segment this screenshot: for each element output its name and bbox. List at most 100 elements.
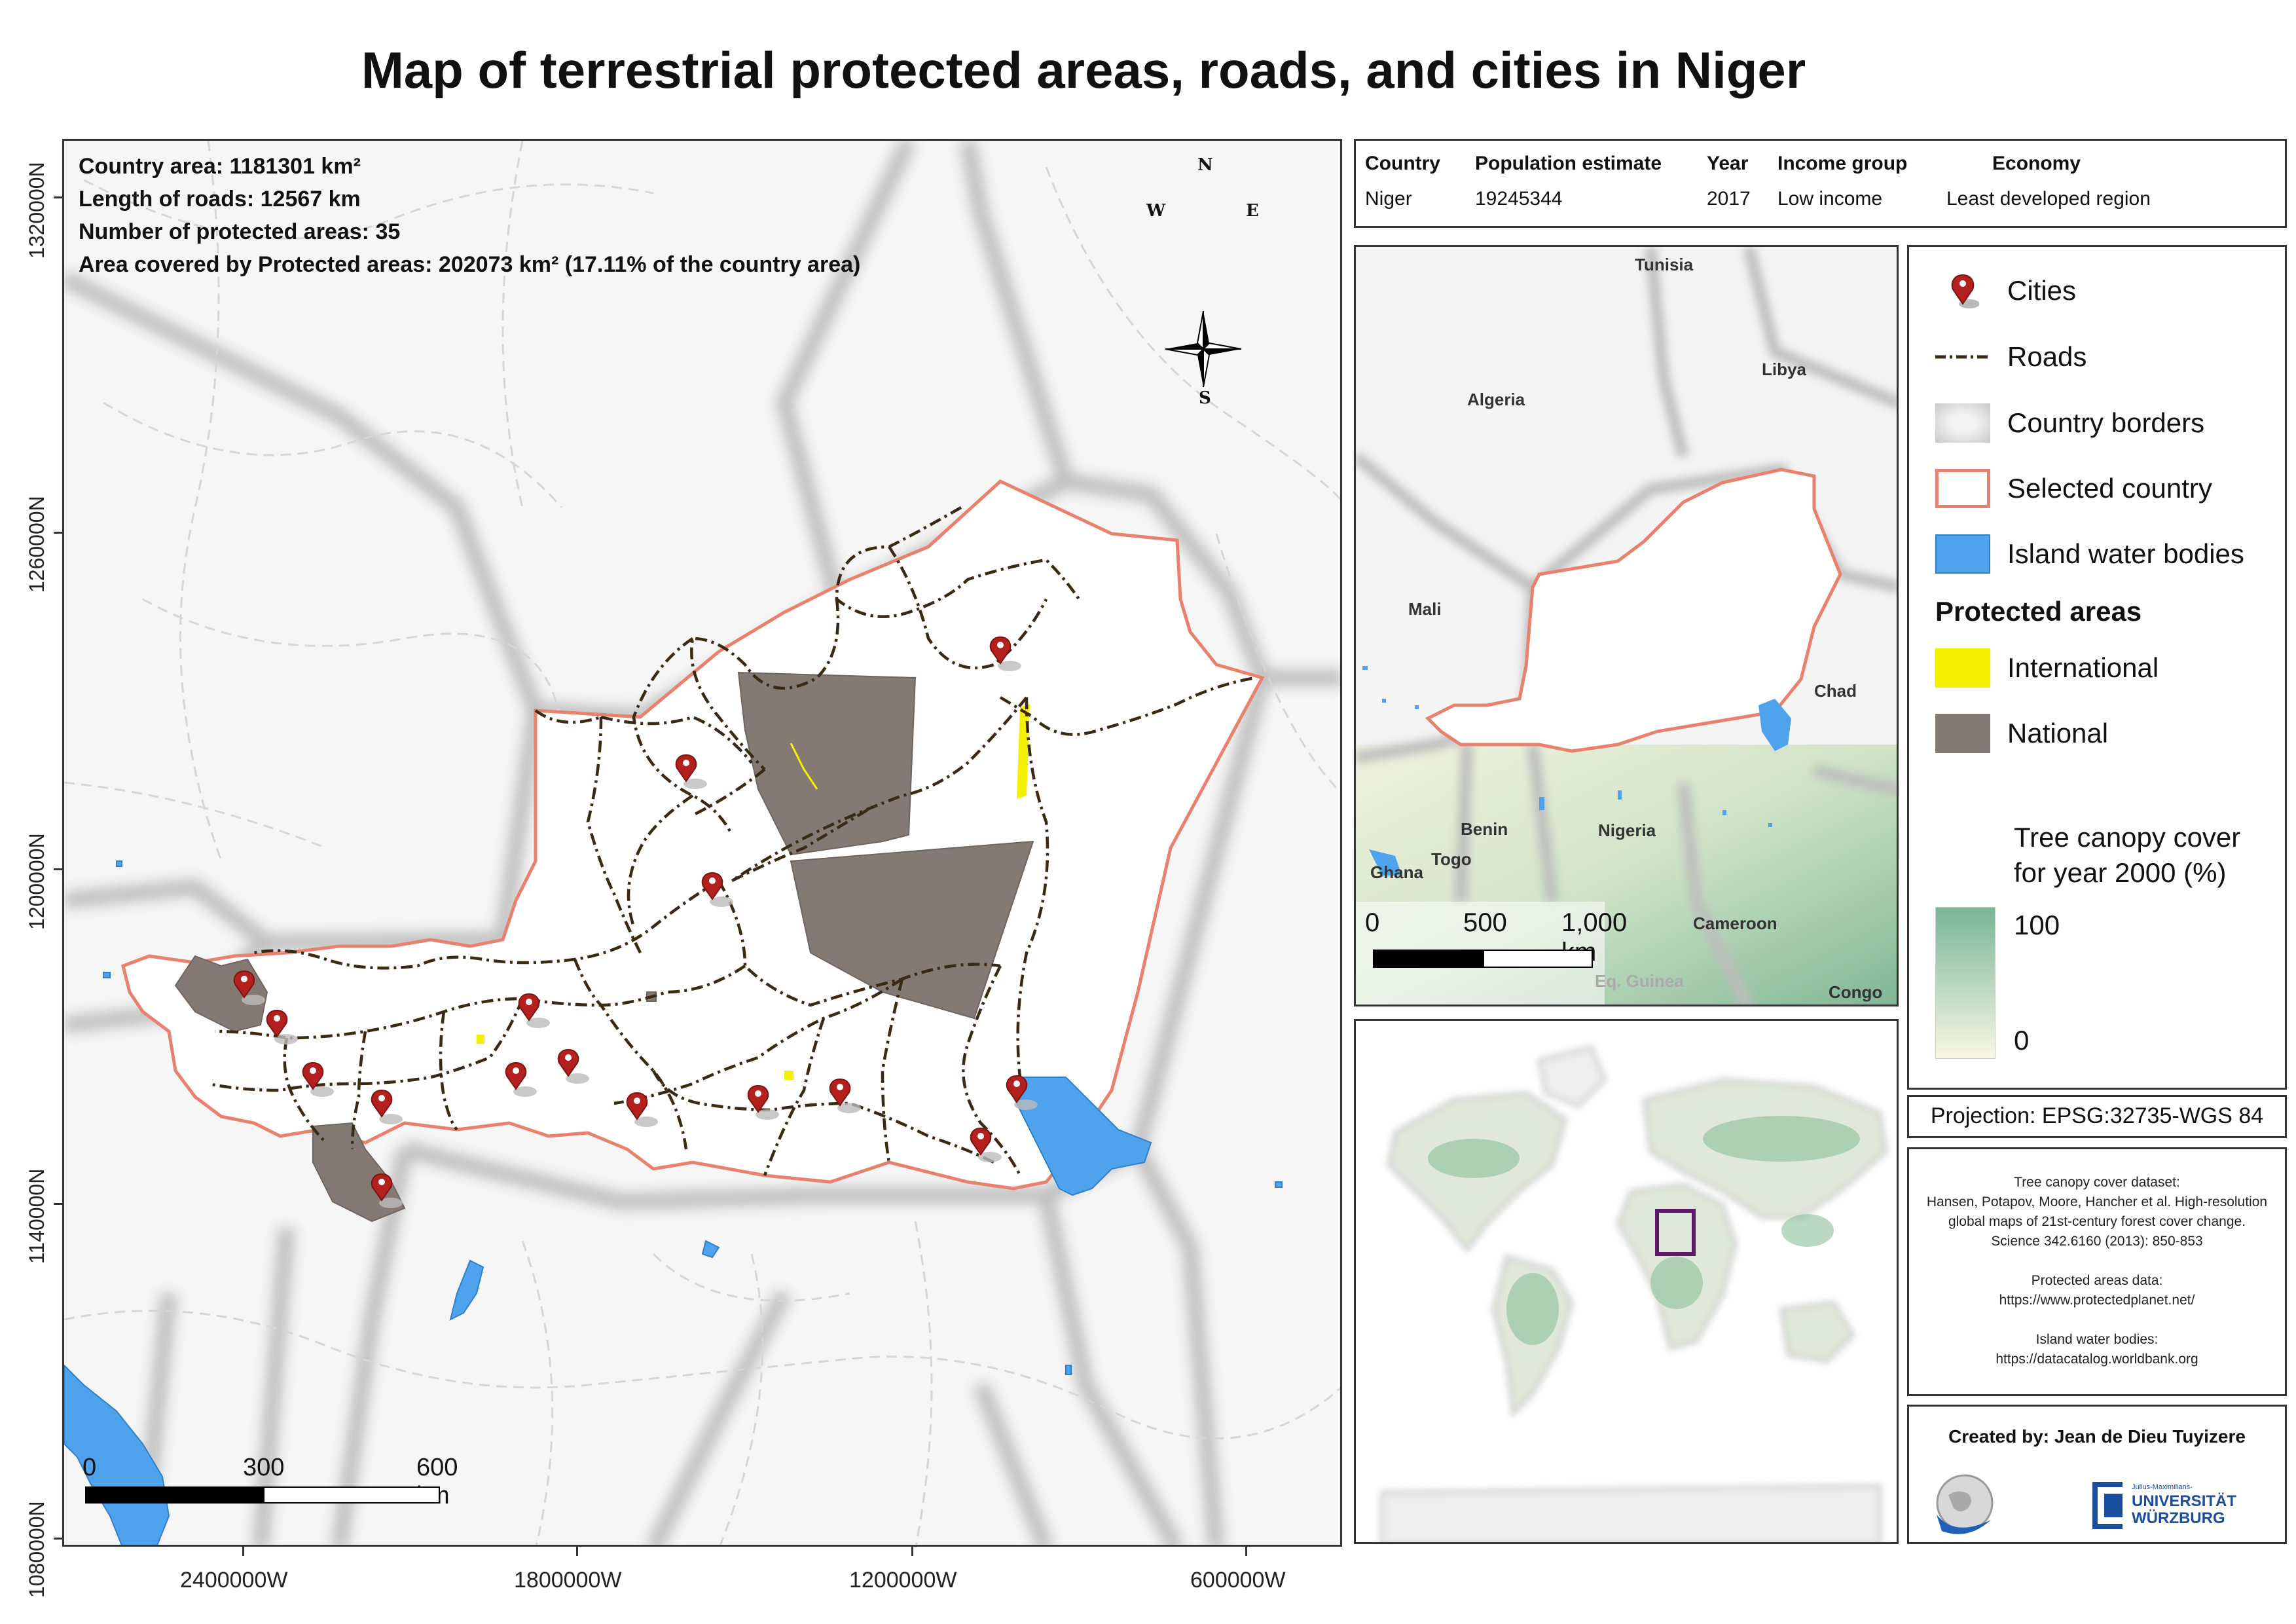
globe-logo-icon	[1929, 1469, 2001, 1541]
label-ghana: Ghana	[1370, 862, 1423, 882]
legend-selected-country: Selected country	[1935, 466, 2212, 511]
stat-country-area: Country area: 1181301 km²	[79, 154, 361, 179]
credit-line: Island water bodies:	[2035, 1332, 2159, 1347]
legend-international-label: International	[2007, 652, 2159, 683]
credit-line: Science 342.6160 (2013): 850-853	[1991, 1234, 2203, 1249]
author-text: Created by: Jean de Dieu Tuyizere	[1948, 1426, 2246, 1447]
city-markers	[233, 636, 1038, 1208]
legend-cities: Cities	[1935, 268, 2076, 314]
x-axis-label: 600000W	[1190, 1568, 1286, 1593]
page-title: Map of terrestrial protected areas, road…	[361, 41, 1806, 99]
label-chad: Chad	[1814, 681, 1857, 701]
y-axis-label: 1200000N	[25, 833, 48, 930]
road-line-icon	[1935, 337, 1990, 377]
x-tick	[911, 1547, 913, 1556]
university-bracket-icon	[2092, 1482, 2123, 1529]
main-map-canvas	[64, 141, 1340, 1545]
x-tick	[242, 1547, 244, 1556]
legend-national: National	[1935, 710, 2108, 756]
y-axis-label: 1140000N	[25, 1168, 48, 1264]
water-swatch-icon	[1935, 534, 1990, 574]
x-tick	[576, 1547, 578, 1556]
y-tick	[54, 532, 62, 534]
legend-protected-heading: Protected areas	[1935, 596, 2142, 627]
col-header-economy: Economy	[1992, 153, 2081, 174]
world-map-canvas	[1380, 1044, 1889, 1542]
compass-label-w: W	[1146, 201, 1166, 221]
y-tick	[54, 1538, 62, 1540]
credit-line: Protected areas data:	[2031, 1273, 2163, 1288]
label-algeria: Algeria	[1467, 390, 1525, 409]
neighbour-roads	[64, 141, 1340, 1545]
x-axis-label: 1800000W	[514, 1568, 622, 1593]
university-block-icon	[2104, 1494, 2123, 1517]
legend-selected-label: Selected country	[2007, 473, 2212, 504]
legend-international: International	[1935, 645, 2159, 691]
legend-roads: Roads	[1935, 334, 2086, 380]
label-benin: Benin	[1461, 819, 1508, 839]
main-scale-bar: 0 300 600 km	[82, 1454, 458, 1509]
regional-overview-map[interactable]: Tunisia Libya Algeria Mali Chad Benin Ni…	[1354, 245, 1899, 1006]
canopy-min-label: 0	[2014, 1025, 2030, 1056]
credit-line: global maps of 21st-century forest cover…	[1948, 1214, 2246, 1229]
world-locator-map[interactable]	[1354, 1019, 1899, 1544]
map-legend: Cities Roads Country borders Selected co…	[1907, 245, 2287, 1090]
credit-line: Tree canopy cover dataset:	[2014, 1175, 2180, 1190]
credit-line: Hansen, Potapov, Moore, Hancher et al. H…	[1926, 1194, 2268, 1209]
y-axis-label: 1260000N	[25, 496, 48, 593]
university-logo: Julius-Maximilians- UNIVERSITÄT WÜRZBURG	[2092, 1482, 2243, 1534]
canopy-title-line-1: Tree canopy cover	[2014, 822, 2241, 853]
university-logo-line1: UNIVERSITÄT	[2132, 1492, 2237, 1510]
cell-income: Low income	[1777, 188, 1883, 210]
compass-label-s: S	[1199, 388, 1211, 408]
compass-label-n: N	[1197, 155, 1213, 175]
regional-scale-label-0: 0	[1365, 908, 1380, 937]
canopy-color-ramp	[1935, 907, 1995, 1059]
stat-protected-count: Number of protected areas: 35	[79, 219, 401, 244]
col-header-income: Income group	[1777, 153, 1908, 174]
col-header-population: Population estimate	[1475, 153, 1662, 174]
label-togo: Togo	[1431, 849, 1472, 869]
y-axis-label: 1080000N	[25, 1501, 48, 1598]
international-swatch-icon	[1935, 648, 1990, 688]
country-statistics: Country area: 1181301 km² Length of road…	[79, 150, 860, 281]
label-eq-guinea: Eq. Guinea	[1595, 971, 1684, 991]
regional-niger-outline	[1425, 468, 1842, 753]
cell-population: 19245344	[1475, 188, 1563, 210]
y-tick	[54, 868, 62, 870]
y-axis-label: 1320000N	[25, 162, 48, 259]
data-sources-text: Tree canopy cover dataset: Hansen, Potap…	[1909, 1173, 2285, 1369]
legend-borders: Country borders	[1935, 400, 2204, 446]
credit-spacer	[1909, 1251, 2285, 1271]
cell-year: 2017	[1707, 188, 1751, 210]
x-tick	[1245, 1547, 1247, 1556]
niger-roads	[208, 506, 1256, 1177]
x-axis-label: 1200000W	[849, 1568, 957, 1593]
col-header-country: Country	[1365, 153, 1440, 174]
border-swatch-icon	[1935, 403, 1990, 443]
col-header-year: Year	[1707, 153, 1749, 174]
canopy-title: Tree canopy cover for year 2000 (%)	[2014, 820, 2240, 891]
credit-line: https://www.protectedplanet.net/	[1999, 1293, 2195, 1308]
author-box: Created by: Jean de Dieu Tuyizere Julius…	[1907, 1405, 2287, 1544]
legend-cities-label: Cities	[2007, 275, 2077, 306]
legend-national-label: National	[2007, 718, 2109, 748]
cell-economy: Least developed region	[1946, 188, 2151, 210]
y-tick	[54, 1203, 62, 1205]
projection-text: Projection: EPSG:32735-WGS 84	[1930, 1103, 2264, 1128]
selected-country-swatch-icon	[1935, 469, 1990, 508]
projection-box: Projection: EPSG:32735-WGS 84	[1907, 1095, 2287, 1138]
university-logo-line2: WÜRZBURG	[2132, 1509, 2225, 1527]
niger-locator-box	[1655, 1209, 1696, 1256]
legend-borders-label: Country borders	[2007, 407, 2205, 438]
label-mali: Mali	[1408, 599, 1442, 619]
north-arrow-icon	[1165, 310, 1242, 388]
label-libya: Libya	[1762, 360, 1806, 379]
city-pin-icon	[1935, 271, 1990, 310]
university-logo-small: Julius-Maximilians-	[2132, 1483, 2193, 1491]
credit-line: https://datacatalog.worldbank.org	[1995, 1352, 2198, 1367]
label-nigeria: Nigeria	[1598, 821, 1656, 840]
main-map[interactable]: Country area: 1181301 km² Length of road…	[62, 139, 1342, 1547]
stat-protected-area: Area covered by Protected areas: 202073 …	[79, 252, 861, 277]
regional-map-canvas	[1356, 247, 1897, 1005]
